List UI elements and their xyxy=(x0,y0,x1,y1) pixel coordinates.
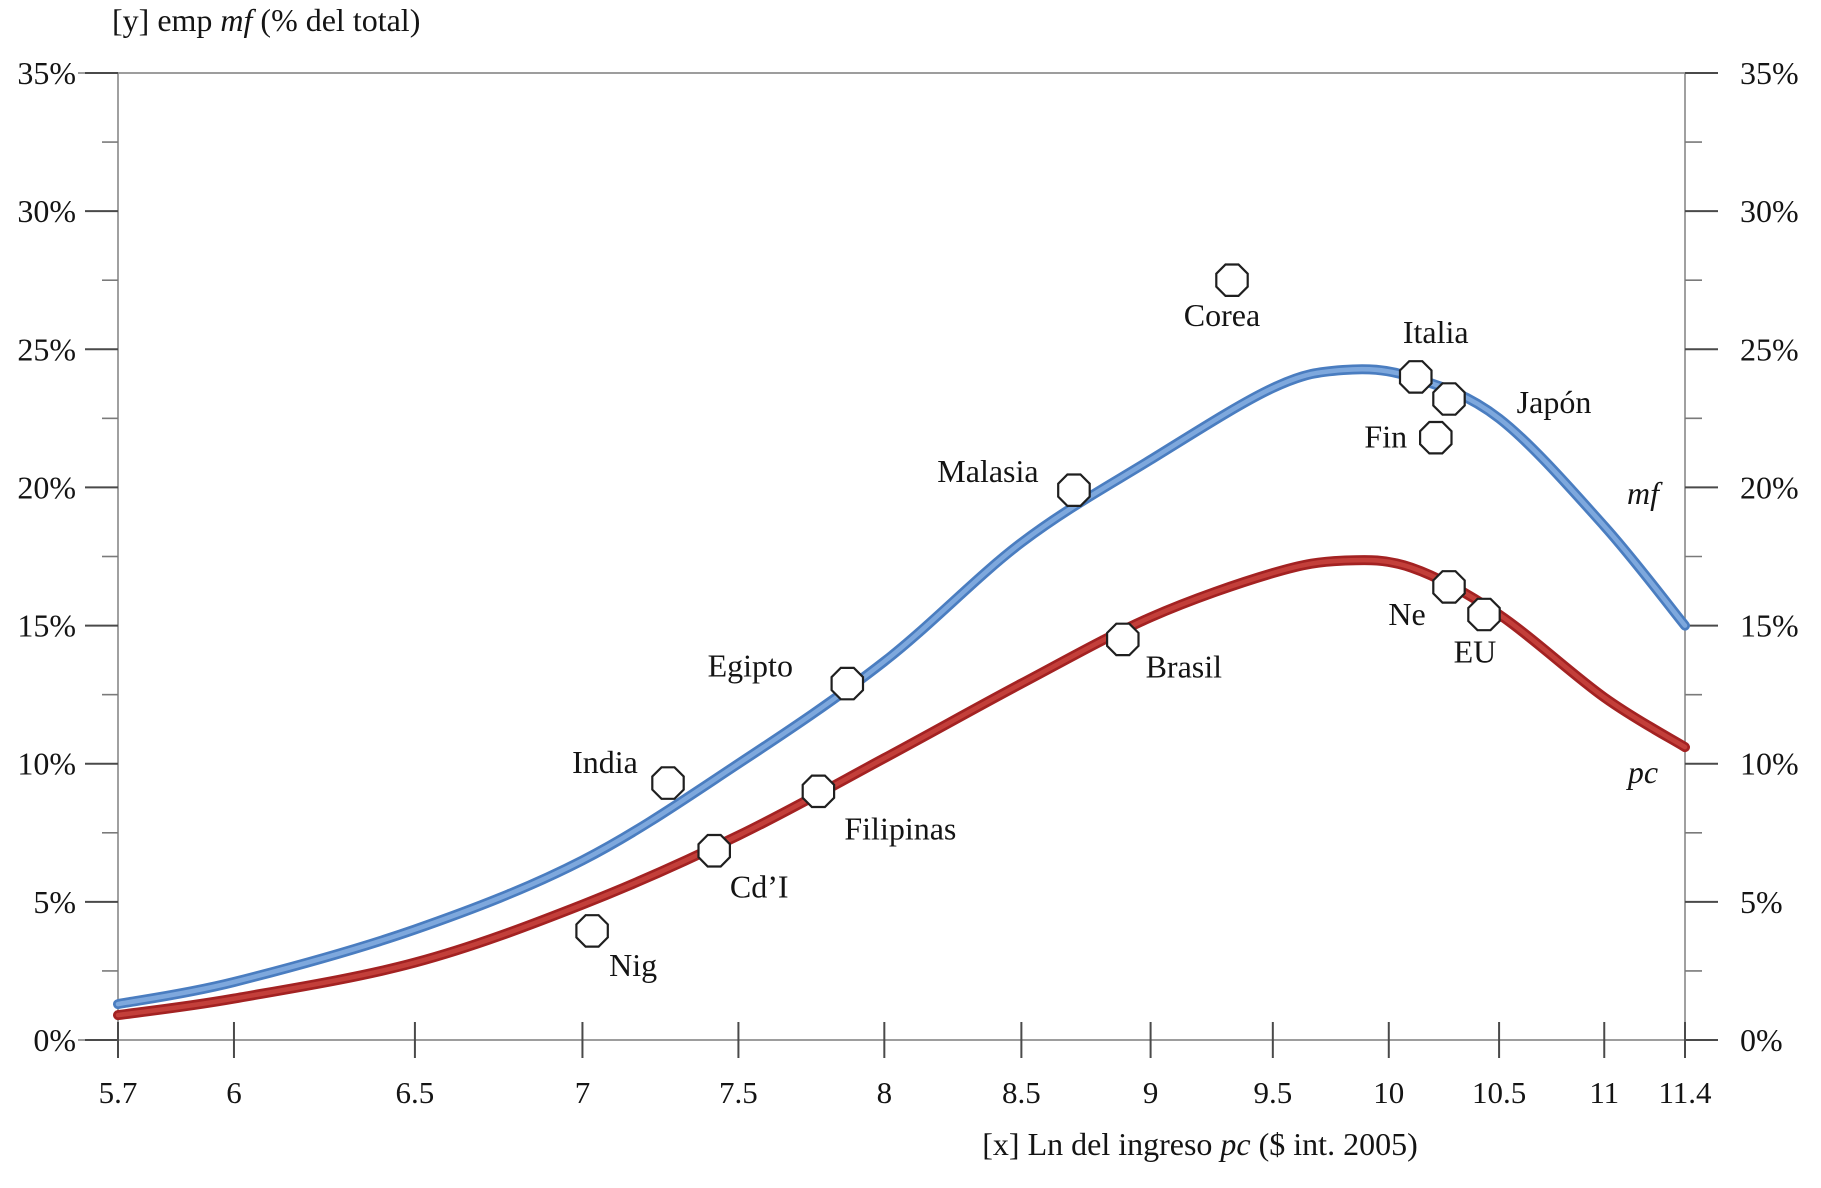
x-axis-title: [x] Ln del ingreso pc ($ int. 2005) xyxy=(950,1126,1450,1163)
y-tick-label-left: 10% xyxy=(17,746,76,782)
x-tick-label: 8.5 xyxy=(1002,1075,1041,1110)
marker-label-italia: Italia xyxy=(1403,314,1469,350)
marker-octagon-filipinas xyxy=(801,774,836,809)
y-tick-label-left: 35% xyxy=(17,55,76,91)
y-tick-label-right: 20% xyxy=(1740,469,1799,505)
marker-octagon-italia xyxy=(1398,360,1433,394)
marker-octagon-ne xyxy=(1432,570,1466,604)
y-tick-label-right: 5% xyxy=(1740,884,1783,920)
marker-label-filipinas: Filipinas xyxy=(844,810,956,846)
marker-octagon-nig xyxy=(575,914,609,948)
marker-octagon-india xyxy=(651,766,685,800)
marker-label-cd-i: Cd’I xyxy=(730,869,789,905)
marker-octagon-corea xyxy=(1215,263,1249,297)
marker-label-brasil: Brasil xyxy=(1146,648,1223,684)
y-tick-label-left: 20% xyxy=(17,469,76,505)
y-axis-title-post: (% del total) xyxy=(252,2,421,38)
marker-octagon-brasil xyxy=(1105,622,1140,657)
y-axis-title-var-mf: mf xyxy=(220,2,253,38)
curve-mf-highlight xyxy=(115,366,1688,1007)
x-tick-label: 10 xyxy=(1373,1075,1404,1110)
x-tick-label: 11.4 xyxy=(1658,1075,1712,1110)
curve-label-mf: mf xyxy=(1627,475,1663,511)
x-axis-title-var-pc: pc xyxy=(1220,1126,1251,1162)
marker-octagon-eu xyxy=(1467,597,1501,632)
y-tick-label-left: 15% xyxy=(17,608,76,644)
y-axis-title-pre: [y] emp xyxy=(112,2,221,38)
y-tick-label-left: 0% xyxy=(33,1022,76,1058)
marker-octagon-cd-i xyxy=(697,833,732,868)
curve-mf xyxy=(113,364,1690,1010)
marker-octagon-malasia xyxy=(1057,473,1091,507)
marker-label-egipto: Egipto xyxy=(708,648,793,684)
y-tick-label-right: 30% xyxy=(1740,193,1799,229)
x-tick-label: 5.7 xyxy=(99,1075,138,1110)
x-tick-label: 9.5 xyxy=(1253,1075,1292,1110)
y-axis-title: [y] emp mf (% del total) xyxy=(112,2,420,39)
curve-label-pc: pc xyxy=(1626,754,1658,790)
marker-octagon-egipto xyxy=(830,666,865,701)
x-tick-label: 8 xyxy=(877,1075,893,1110)
marker-octagon-japon xyxy=(1432,382,1466,416)
marker-octagon-fin xyxy=(1418,420,1453,455)
x-tick-label: 11 xyxy=(1589,1075,1619,1110)
marker-label-india: India xyxy=(572,744,638,780)
marker-label-japon: Japón xyxy=(1517,384,1592,420)
x-tick-label: 6 xyxy=(226,1075,242,1110)
y-tick-label-left: 5% xyxy=(33,884,76,920)
marker-label-malasia: Malasia xyxy=(937,453,1038,489)
marker-label-eu: EU xyxy=(1454,634,1497,670)
marker-label-corea: Corea xyxy=(1184,297,1260,333)
x-tick-label: 7.5 xyxy=(719,1075,758,1110)
x-axis-title-pre: [x] Ln del ingreso xyxy=(982,1126,1221,1162)
y-tick-label-right: 10% xyxy=(1740,746,1799,782)
x-tick-label: 6.5 xyxy=(396,1075,435,1110)
x-tick-label: 9 xyxy=(1143,1075,1159,1110)
curve-pc-highlight xyxy=(115,557,1688,1018)
x-axis-title-post: ($ int. 2005) xyxy=(1250,1126,1418,1162)
y-tick-label-right: 35% xyxy=(1740,55,1799,91)
marker-label-fin: Fin xyxy=(1364,419,1407,455)
y-tick-label-right: 0% xyxy=(1740,1022,1783,1058)
y-tick-label-left: 30% xyxy=(17,193,76,229)
x-tick-label: 10.5 xyxy=(1472,1075,1526,1110)
y-tick-label-right: 25% xyxy=(1740,331,1799,367)
y-tick-label-left: 25% xyxy=(17,331,76,367)
marker-label-nig: Nig xyxy=(609,947,657,983)
y-tick-label-right: 15% xyxy=(1740,608,1799,644)
marker-label-ne: Ne xyxy=(1388,596,1425,632)
x-tick-label: 7 xyxy=(575,1075,591,1110)
